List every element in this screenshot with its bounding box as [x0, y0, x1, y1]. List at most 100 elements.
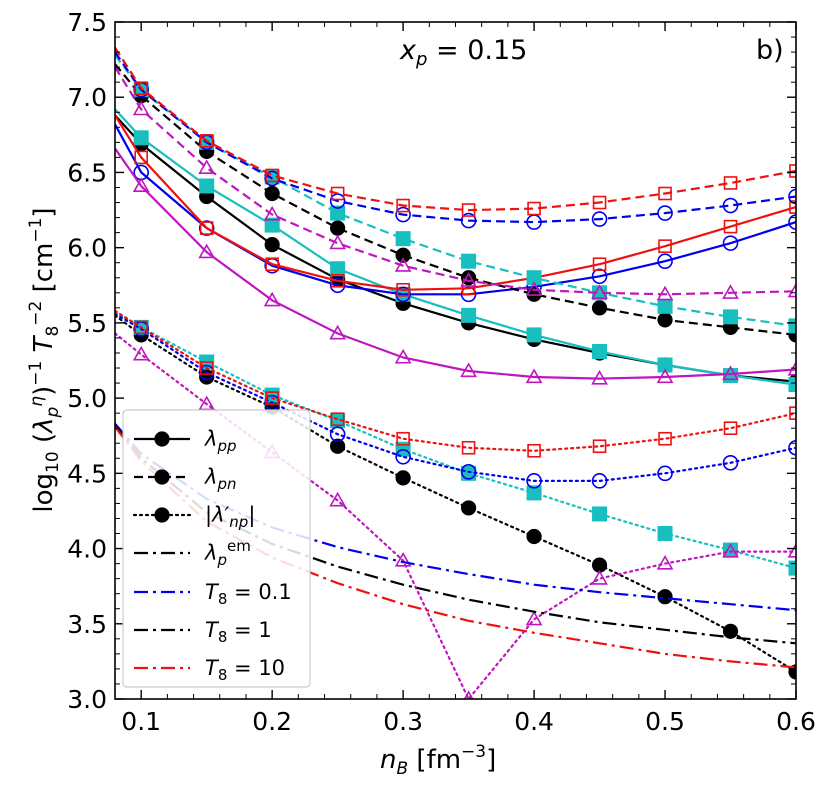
y-tick-label-9: 7.5	[67, 8, 107, 37]
y-axis-label: log10 (λpη)−1 T8−2 [cm−1]	[26, 207, 63, 512]
data-point-np-blue-1	[198, 364, 215, 381]
data-point-pn-magenta-9	[722, 284, 739, 299]
data-point-pn-black-4	[395, 247, 411, 263]
data-point-pn-magenta-4	[394, 257, 412, 272]
data-point-pn-red-8	[658, 186, 672, 201]
data-point-pn-cyan-5	[461, 253, 477, 269]
data-point-pp-magenta-9	[722, 365, 739, 381]
data-point-np-magenta-10	[787, 542, 796, 558]
data-point-np-red-3	[330, 412, 345, 426]
data-point-pn-blue-9	[722, 197, 739, 214]
x-tick-label-5: 0.6	[776, 707, 816, 736]
svg-text:log10 (λpη)−1 T8−2 [cm−1]: log10 (λpη)−1 T8−2 [cm−1]	[26, 207, 63, 512]
data-point-pp-cyan-3	[330, 261, 346, 277]
legend-label-t8-01: T8 = 0.1	[205, 580, 292, 608]
data-point-np-blue-5	[460, 464, 477, 480]
data-point-pn-blue-5	[460, 212, 477, 229]
series-line-pn-magenta	[115, 66, 796, 296]
data-point-np-red-5	[461, 440, 476, 455]
series-np-magenta	[115, 332, 796, 699]
data-point-pp-red-10	[789, 200, 796, 214]
panel-label: b)	[756, 35, 784, 66]
data-point-pp-magenta-4	[394, 348, 412, 364]
series-line-pn-black	[115, 63, 796, 336]
data-point-pp-red-9	[723, 219, 738, 234]
data-point-pp-red-4	[396, 282, 410, 297]
data-point-pn-magenta-0	[132, 100, 150, 116]
data-point-np-cyan-8	[657, 526, 673, 542]
data-point-pp-cyan-5	[461, 307, 477, 323]
data-point-np-red-9	[723, 421, 738, 436]
data-point-pp-red-3	[330, 273, 345, 288]
data-point-pn-cyan-10	[788, 318, 796, 334]
x-axis-label: nB [fm−3]	[380, 742, 496, 779]
series-line-np-blue	[115, 312, 796, 482]
data-point-pp-magenta-0	[132, 177, 150, 193]
data-point-pn-magenta-10	[787, 282, 796, 298]
panel-annotation: xp = 0.15	[399, 35, 527, 70]
data-point-np-cyan-6	[526, 485, 542, 501]
data-point-pn-black-3	[330, 220, 346, 236]
legend-marker-0	[154, 431, 170, 447]
series-pp-magenta	[115, 147, 796, 385]
data-point-pp-black-2	[264, 237, 280, 253]
data-point-np-cyan-7	[592, 506, 608, 522]
data-point-pn-black-7	[591, 300, 608, 316]
data-point-np-cyan-10	[788, 560, 796, 576]
data-point-pp-blue-9	[722, 235, 739, 251]
legend-label-em: λpem	[204, 537, 251, 569]
data-point-pn-blue-8	[657, 205, 673, 221]
data-point-pp-magenta-7	[591, 369, 608, 385]
data-point-pp-magenta-5	[460, 362, 477, 378]
data-point-pp-blue-10	[788, 214, 796, 230]
data-point-np-blue-10	[788, 439, 796, 456]
series-pn-red	[115, 47, 796, 217]
data-point-pp-red-2	[265, 257, 279, 272]
series-np-red	[115, 309, 796, 458]
x-tick-label-2: 0.3	[383, 707, 423, 736]
data-point-pp-red-8	[658, 239, 672, 253]
data-point-np-red-1	[199, 361, 214, 375]
data-point-pn-red-6	[527, 201, 541, 216]
data-point-pn-cyan-6	[526, 270, 542, 286]
data-point-pn-magenta-5	[460, 272, 477, 287]
legend-label-pn: λpn	[204, 465, 236, 493]
series-line-pp-red	[115, 114, 796, 291]
data-point-pn-black-8	[657, 312, 673, 328]
data-point-pp-magenta-3	[329, 324, 347, 340]
data-point-np-red-6	[527, 443, 541, 458]
data-point-pn-red-0	[134, 81, 148, 95]
data-point-pn-red-4	[396, 198, 410, 213]
data-point-pp-cyan-7	[592, 343, 608, 359]
x-tick-label-1: 0.2	[252, 707, 292, 736]
data-point-pn-red-10	[789, 164, 796, 178]
y-tick-label-2: 4.0	[67, 535, 107, 564]
y-tick-label-4: 5.0	[67, 384, 107, 413]
series-line-np-magenta	[115, 332, 796, 699]
data-point-pp-magenta-8	[656, 368, 674, 384]
data-point-np-red-8	[658, 431, 672, 446]
x-tick-label-4: 0.5	[645, 707, 685, 736]
data-point-np-blue-4	[395, 448, 411, 465]
data-point-np-blue-6	[526, 473, 542, 489]
data-point-pn-magenta-8	[656, 285, 674, 301]
data-point-pn-blue-10	[788, 188, 796, 205]
data-point-np-black-5	[460, 500, 477, 516]
data-point-np-red-0	[134, 320, 148, 335]
data-point-np-magenta-9	[722, 542, 739, 558]
data-point-pn-magenta-7	[591, 284, 608, 299]
data-point-pn-magenta-2	[263, 205, 281, 221]
x-tick-label-3: 0.4	[514, 707, 554, 736]
data-point-np-black-4	[395, 470, 411, 486]
legend-box	[122, 409, 311, 688]
series-pp-cyan	[115, 108, 796, 393]
data-point-pn-blue-7	[591, 211, 608, 227]
y-tick-label-8: 7.0	[67, 83, 107, 112]
ticks-layer: 0.1 0.2 0.3 0.4 0.5 0.6 3.0 3.5 4.0 4.5 5.0 5.5 6.0 6…	[67, 8, 816, 736]
series-line-np-black	[115, 314, 796, 673]
data-point-pn-red-5	[461, 203, 476, 217]
data-point-pp-cyan-0	[133, 130, 149, 146]
y-tick-label-0: 3.0	[67, 685, 107, 714]
